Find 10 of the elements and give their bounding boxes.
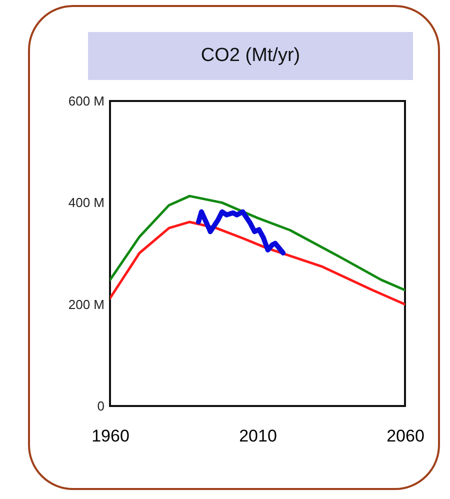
x-tick-label: 1960 (92, 426, 130, 446)
line-series (110, 194, 405, 292)
y-tick-label: 0 (97, 398, 104, 414)
x-tick-label: 2010 (239, 426, 277, 446)
line-series (110, 220, 405, 306)
chart-title: CO2 (Mt/yr) (88, 32, 413, 80)
y-tick-label: 600 M (68, 94, 104, 108)
y-tick-label: 200 M (68, 296, 104, 312)
x-tick-label: 2060 (386, 426, 424, 446)
y-tick-label: 400 M (68, 195, 104, 210)
